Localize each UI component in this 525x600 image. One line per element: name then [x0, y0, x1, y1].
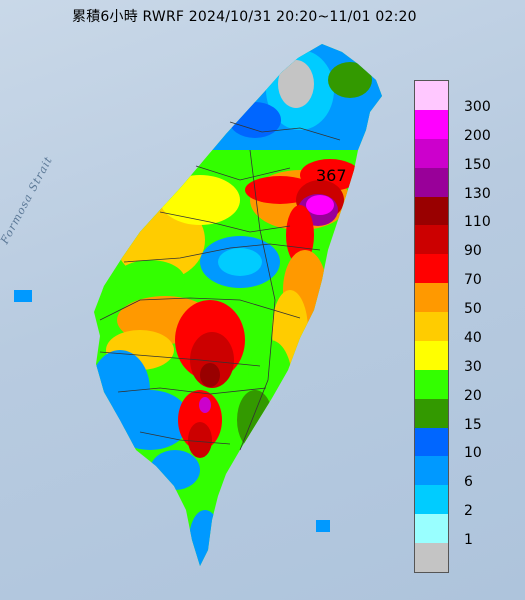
legend-swatch — [415, 109, 448, 139]
legend-label: 110 — [464, 214, 491, 231]
legend-label: 10 — [464, 445, 482, 462]
green-island — [316, 520, 330, 532]
legend-swatch — [415, 312, 448, 342]
legend-label: 15 — [464, 416, 482, 433]
legend-swatch — [415, 138, 448, 168]
legend-label: 30 — [464, 358, 482, 375]
legend-label: 40 — [464, 329, 482, 346]
legend-swatch — [415, 369, 448, 399]
legend-swatch — [415, 485, 448, 515]
legend-label: 20 — [464, 387, 482, 404]
legend-swatch — [415, 398, 448, 428]
legend-swatch — [415, 196, 448, 226]
legend-label: 150 — [464, 156, 491, 173]
legend-swatch — [415, 254, 448, 284]
penghu-islands — [14, 290, 32, 302]
legend-label: 130 — [464, 185, 491, 202]
legend-swatch — [415, 167, 448, 197]
max-rainfall-label: 367 — [316, 166, 347, 185]
legend-label: 90 — [464, 243, 482, 260]
legend-swatch — [415, 427, 448, 457]
legend-swatch — [415, 81, 448, 110]
rainfall-legend — [414, 80, 449, 573]
legend-label: 50 — [464, 301, 482, 318]
legend-label: 300 — [464, 98, 491, 115]
legend-label: 1 — [464, 532, 473, 549]
county-boundaries — [99, 121, 341, 451]
legend-swatch — [415, 283, 448, 313]
legend-label: 70 — [464, 272, 482, 289]
legend-swatch — [415, 340, 448, 370]
legend-swatch — [415, 514, 448, 544]
legend-label: 200 — [464, 127, 491, 144]
legend-swatch — [415, 456, 448, 486]
legend-swatch — [415, 543, 448, 573]
legend-label: 6 — [464, 474, 473, 491]
legend-swatch — [415, 225, 448, 255]
map-title: 累積6小時 RWRF 2024/10/31 20:20~11/01 02:20 — [72, 9, 417, 25]
legend-label: 2 — [464, 503, 473, 520]
